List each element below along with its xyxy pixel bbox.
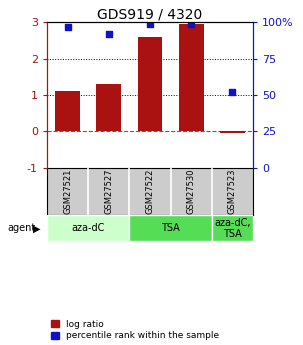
Text: GSM27521: GSM27521 xyxy=(63,169,72,214)
Bar xyxy=(220,131,245,133)
Text: TSA: TSA xyxy=(161,223,180,233)
Point xyxy=(106,31,111,37)
Text: agent: agent xyxy=(8,223,36,233)
Title: GDS919 / 4320: GDS919 / 4320 xyxy=(97,7,203,21)
Bar xyxy=(96,84,121,131)
Legend: log ratio, percentile rank within the sample: log ratio, percentile rank within the sa… xyxy=(52,320,219,341)
Point xyxy=(230,89,235,95)
Point xyxy=(65,24,70,30)
Text: GSM27527: GSM27527 xyxy=(104,169,113,214)
Text: aza-dC,
TSA: aza-dC, TSA xyxy=(214,217,251,239)
Point xyxy=(148,21,152,27)
Bar xyxy=(212,215,253,242)
Bar xyxy=(138,37,162,131)
Text: aza-dC: aza-dC xyxy=(72,223,105,233)
Text: ▶: ▶ xyxy=(33,223,41,233)
Bar xyxy=(129,215,212,242)
Text: GSM27522: GSM27522 xyxy=(145,169,155,214)
Text: GSM27530: GSM27530 xyxy=(187,169,196,214)
Text: GSM27523: GSM27523 xyxy=(228,169,237,214)
Bar xyxy=(179,24,204,131)
Bar xyxy=(47,215,129,242)
Point xyxy=(189,21,194,27)
Bar xyxy=(55,91,80,131)
